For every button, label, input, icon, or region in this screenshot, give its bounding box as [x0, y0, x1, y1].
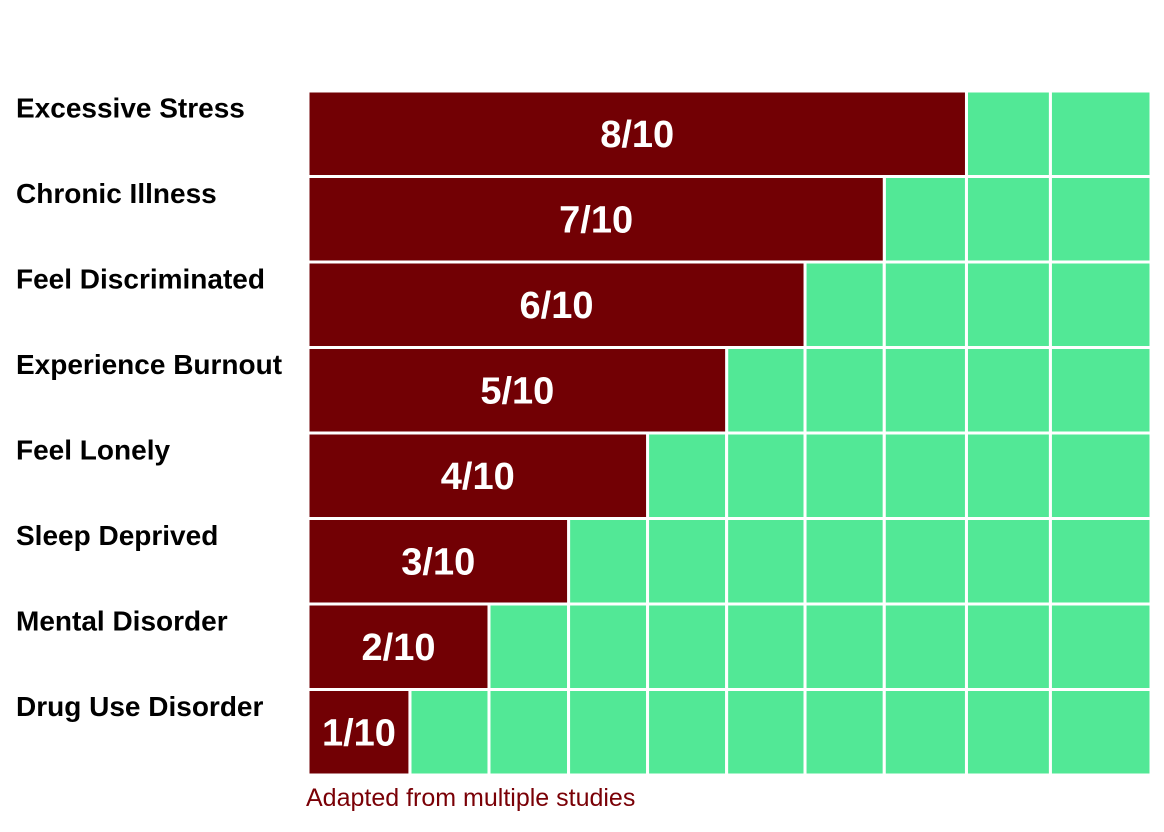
grid-cell [803, 346, 886, 435]
row-label: Feel Lonely [16, 435, 170, 466]
bar-value-label: 4/10 [441, 456, 515, 498]
bar-value-label: 2/10 [362, 627, 436, 669]
row-label: Chronic Illness [16, 178, 217, 209]
grid-cell [725, 688, 807, 777]
row-label: Sleep Deprived [16, 520, 218, 551]
grid-cell [487, 688, 571, 777]
grid-cell [1048, 602, 1153, 691]
row-label: Mental Disorder [16, 606, 228, 637]
bar [306, 602, 491, 691]
grid-cell [964, 346, 1052, 435]
grid-cell [803, 602, 886, 691]
bar [306, 431, 650, 520]
grid-cell [803, 260, 886, 349]
bar [306, 89, 968, 178]
grid-cell [964, 260, 1052, 349]
row-label: Experience Burnout [16, 349, 282, 380]
grid-cell [1048, 260, 1153, 349]
grid-cell [487, 602, 571, 691]
grid-cell [803, 431, 886, 520]
chart-caption: Adapted from multiple studies [306, 784, 635, 812]
bar [306, 517, 571, 606]
grid-cell [1048, 431, 1153, 520]
grid-cell [964, 175, 1052, 264]
grid-cell [882, 260, 968, 349]
row-label: Excessive Stress [16, 93, 245, 124]
bar-value-label: 3/10 [401, 541, 475, 583]
grid-cell [964, 602, 1052, 691]
grid-cell [1048, 175, 1153, 264]
grid-cell [882, 602, 968, 691]
row-label: Drug Use Disorder [16, 691, 263, 722]
grid-cell [567, 602, 650, 691]
bar-value-label: 5/10 [480, 370, 554, 412]
grid-cell [646, 517, 729, 606]
grid-cell [964, 688, 1052, 777]
grid-cell [803, 517, 886, 606]
grid-cell [1048, 688, 1153, 777]
grid-cell [882, 431, 968, 520]
grid-cell [882, 517, 968, 606]
grid-cell [646, 431, 729, 520]
grid-cell [964, 431, 1052, 520]
row-label: Feel Discriminated [16, 264, 265, 295]
bar-value-label: 1/10 [322, 712, 396, 754]
grid-cell [803, 688, 886, 777]
grid-cell [882, 175, 968, 264]
grid-cell [725, 602, 807, 691]
bar-value-label: 6/10 [520, 285, 594, 327]
grid-cell [1048, 517, 1153, 606]
bar [306, 688, 412, 777]
grid-cell [725, 517, 807, 606]
row-labels: Excessive Stress Chronic Illness Feel Disc… [16, 93, 282, 723]
bar-value-label: 8/10 [600, 114, 674, 156]
grid-cell [725, 431, 807, 520]
grid-cell [646, 602, 729, 691]
grid-cell [725, 346, 807, 435]
bars: 8/10 7/10 6/10 5/10 4/10 3/10 2/10 1/10 [306, 89, 968, 777]
grid-cell [964, 517, 1052, 606]
grid-cell [646, 688, 729, 777]
grid-cell [882, 688, 968, 777]
grid-cell [964, 89, 1052, 178]
bar [306, 346, 729, 435]
grid-cell [1048, 346, 1153, 435]
bar [306, 175, 886, 264]
bar-value-label: 7/10 [559, 199, 633, 241]
grid-cell [882, 346, 968, 435]
grid-cell [1048, 89, 1153, 178]
grid-cell [408, 688, 491, 777]
grid-cell [567, 688, 650, 777]
grid-cell [567, 517, 650, 606]
